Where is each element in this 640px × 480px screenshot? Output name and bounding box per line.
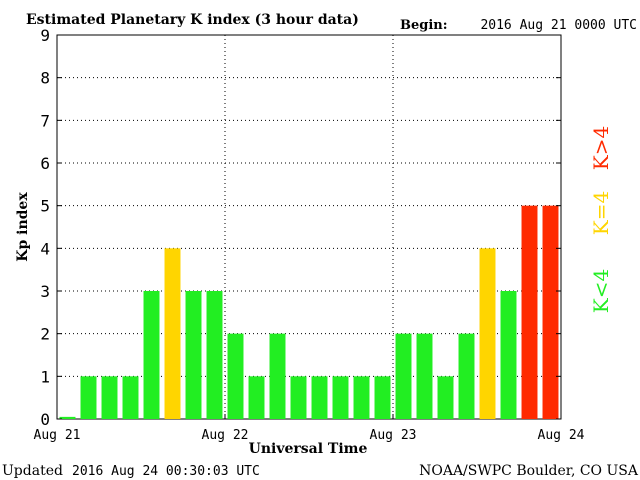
kp-bar xyxy=(500,291,517,419)
kp-bar xyxy=(185,291,202,419)
legend-mid: K=4 xyxy=(589,191,613,235)
updated-value: 2016 Aug 24 00:30:03 UTC xyxy=(72,464,260,479)
y-tick-label: 8 xyxy=(40,69,50,88)
kp-bar xyxy=(227,333,244,419)
x-axis-label: Universal Time xyxy=(249,441,368,457)
x-tick-label: Aug 21 xyxy=(34,428,81,443)
kp-bar xyxy=(479,248,496,419)
y-tick-label: 3 xyxy=(40,282,50,301)
y-tick-label: 9 xyxy=(40,26,50,45)
grid-lines xyxy=(57,35,561,419)
updated-label: Updated xyxy=(2,463,63,479)
kp-bar xyxy=(311,376,328,419)
begin-value: 2016 Aug 21 0000 UTC xyxy=(480,18,637,33)
bars-group xyxy=(59,205,559,419)
kp-bar xyxy=(374,376,391,419)
kp-bar xyxy=(458,333,475,419)
x-tick-label: Aug 23 xyxy=(370,428,417,443)
kp-bar xyxy=(332,376,349,419)
plot-area xyxy=(56,34,562,420)
kp-bar xyxy=(416,333,433,419)
kp-bar xyxy=(143,291,160,419)
x-tick-label: Aug 24 xyxy=(538,428,585,443)
kp-bar xyxy=(290,376,307,419)
y-tick-label: 1 xyxy=(40,367,50,386)
kp-bar xyxy=(101,376,118,419)
legend-low: K<4 xyxy=(589,269,613,313)
y-tick-label: 4 xyxy=(40,239,50,258)
kp-bar xyxy=(59,416,76,419)
kp-bar xyxy=(269,333,286,419)
y-axis-ticks: 0 1 2 3 4 5 6 7 8 9 xyxy=(40,26,561,429)
y-tick-label: 6 xyxy=(40,154,50,173)
chart-title: Estimated Planetary K index (3 hour data… xyxy=(26,12,359,28)
kp-bar xyxy=(248,376,265,419)
source-credit: NOAA/SWPC Boulder, CO USA xyxy=(419,463,639,479)
kp-bar xyxy=(437,376,454,419)
kp-bar xyxy=(164,248,181,419)
begin-label: Begin: xyxy=(400,18,448,33)
y-tick-label: 7 xyxy=(40,111,50,130)
kp-bar xyxy=(542,205,559,419)
kp-bar xyxy=(353,376,370,419)
kp-bar xyxy=(395,333,412,419)
y-tick-label: 0 xyxy=(40,410,50,429)
kp-bar xyxy=(122,376,139,419)
y-tick-label: 5 xyxy=(40,197,50,216)
kp-bar xyxy=(521,205,538,419)
kp-bar xyxy=(80,376,97,419)
x-axis-ticks: Aug 21 Aug 22 Aug 23 Aug 24 xyxy=(34,414,585,443)
y-tick-label: 2 xyxy=(40,325,50,344)
legend-high: K>4 xyxy=(589,126,613,170)
kp-bar xyxy=(206,291,223,419)
x-tick-label: Aug 22 xyxy=(202,428,249,443)
y-axis-label: Kp index xyxy=(15,192,31,262)
